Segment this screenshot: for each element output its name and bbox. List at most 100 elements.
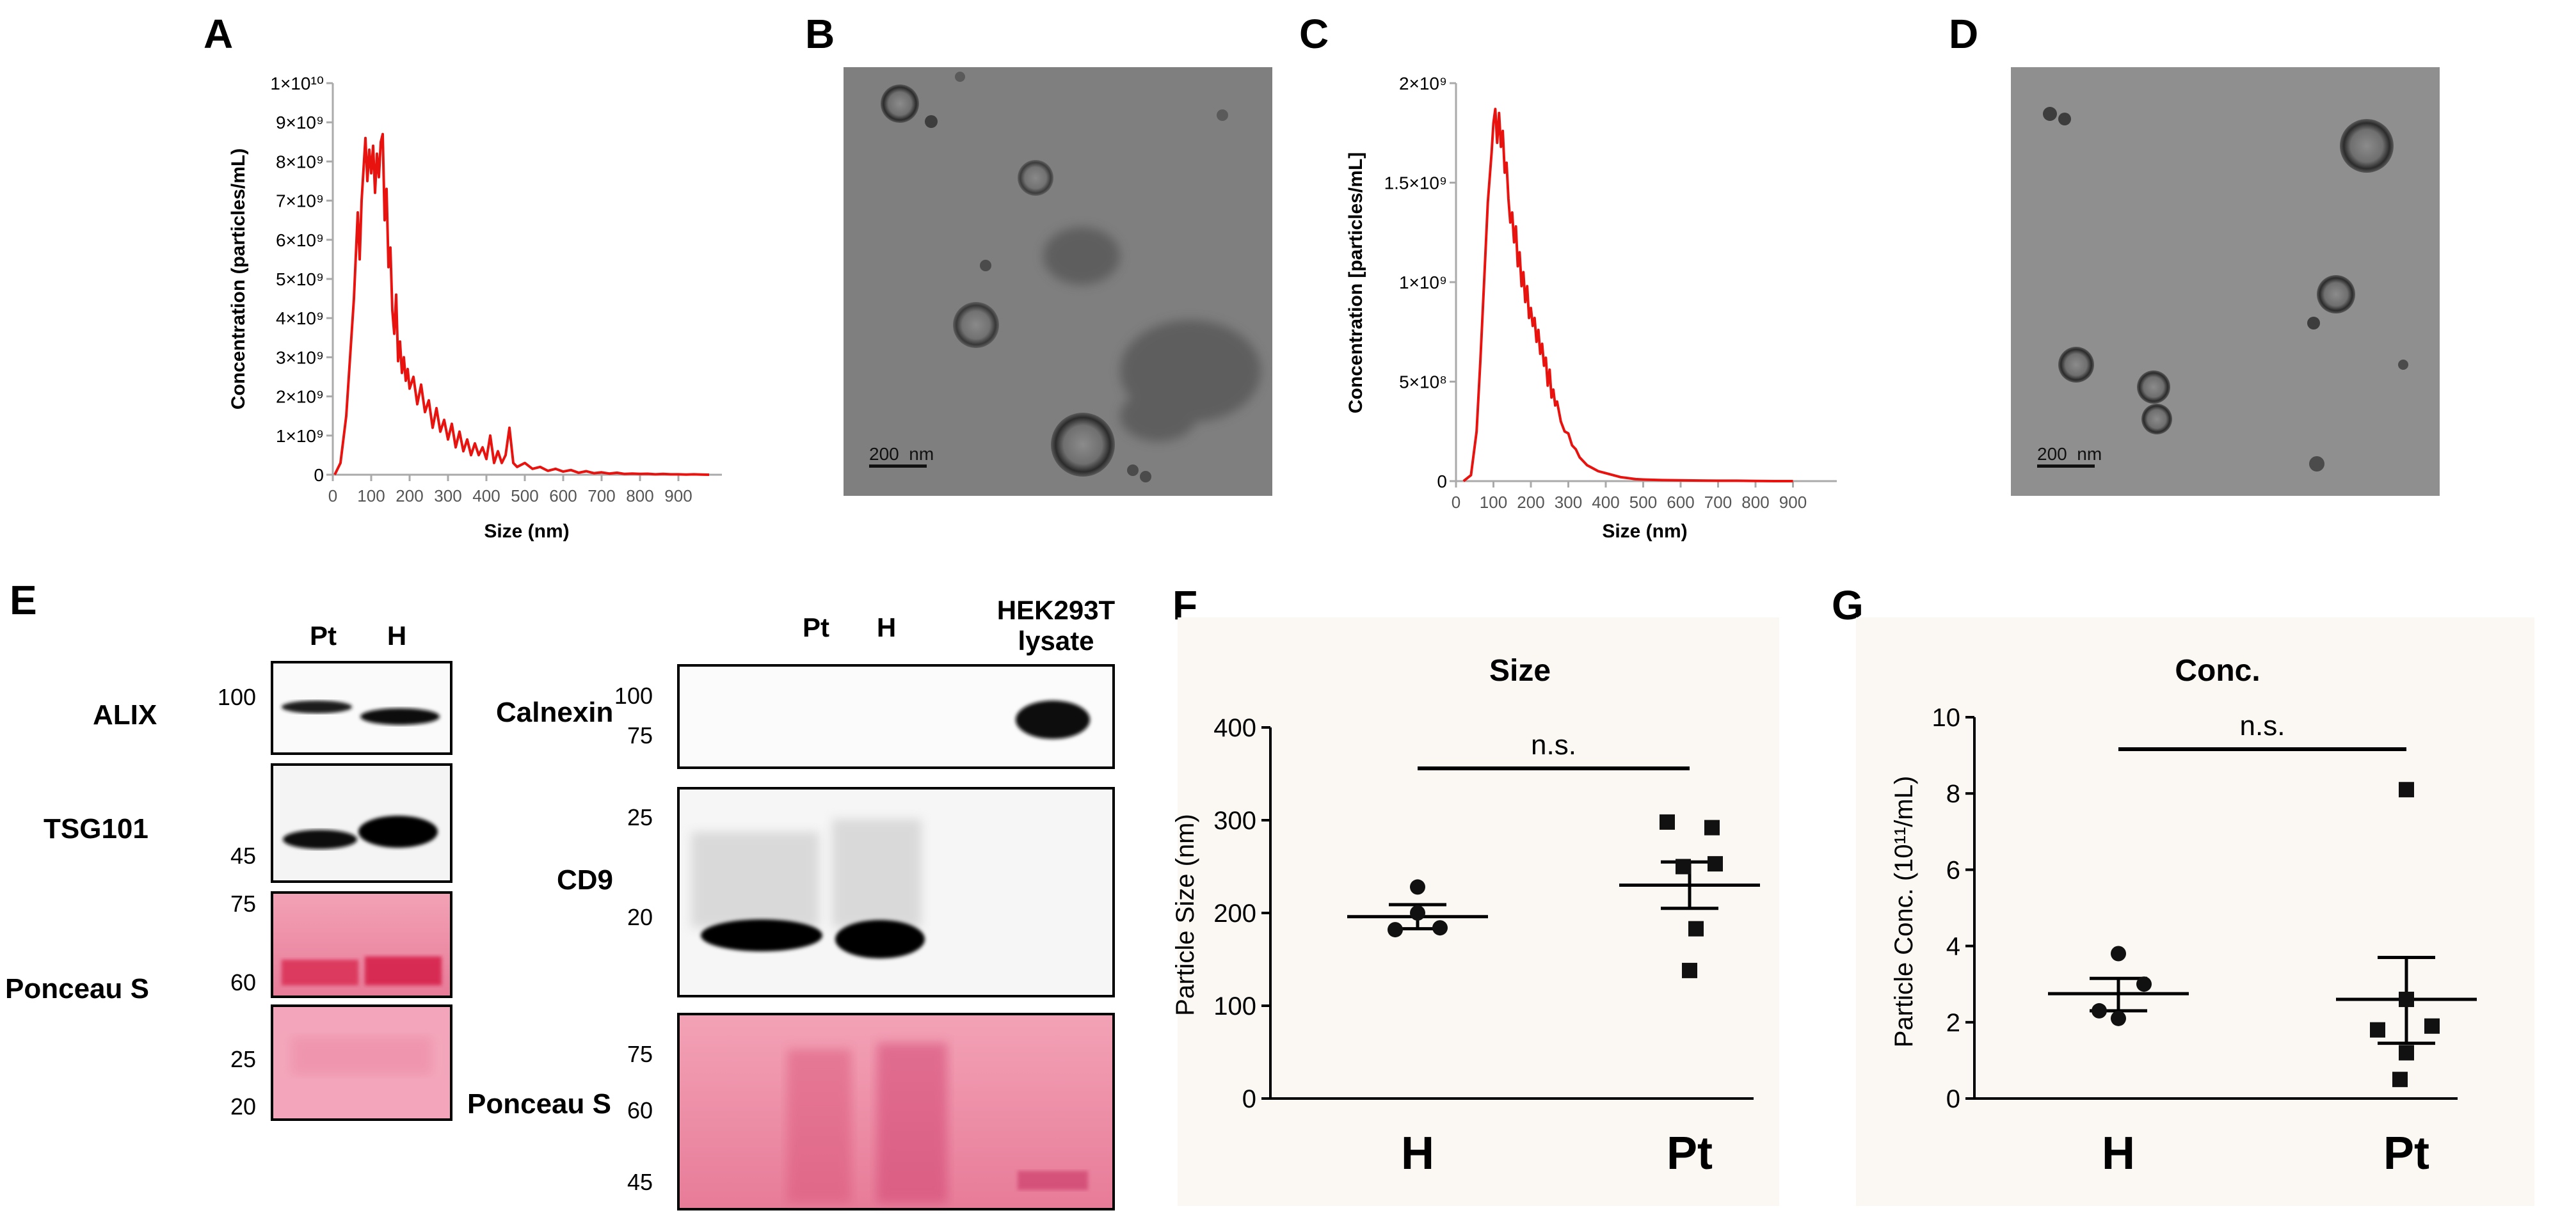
y-tick-label: 8 [1946,780,1960,808]
panel-letter-b: B [805,11,835,57]
x-tick-label: 400 [472,486,500,505]
lane-label-pt: Pt [803,612,829,642]
x-tick-label: 900 [664,486,692,505]
vesicle [881,84,919,123]
x-tick-label: 700 [1704,493,1732,512]
y-tick-label: 200 [1213,900,1256,928]
ponceau-stain-bottom [271,1004,452,1121]
data-point [1682,962,1697,978]
data-point [1410,905,1425,921]
vesicle [2307,317,2320,329]
lane-label-pt: Pt [310,621,337,651]
row-label-cd9: CD9 [557,864,613,896]
x-category-label: Pt [1667,1128,1713,1179]
y-tick-label: 0 [1437,472,1447,491]
blot-calnexin [677,664,1115,769]
y-axis-label: Concentration [particles/mL] [1345,152,1366,413]
blot-tsg101 [271,763,452,883]
x-tick-label: 300 [434,486,461,505]
y-tick-label: 1×10⁹ [1399,273,1447,292]
y-axis-label: Concentration (particles/mL) [228,148,249,409]
vesicle [2058,347,2094,383]
marker-label: 25 [230,1046,256,1072]
vesicle [2137,370,2170,404]
x-tick-label: 500 [511,486,538,505]
panel-f-chart: 0 100 200 300 400 H Pt n.s. [1213,714,1760,1179]
marker-label: 25 [627,804,653,830]
row-label-calnexin: Calnexin [496,697,613,728]
panel-g-chart: 0 2 4 6 8 10 H Pt n.s. [1932,704,2477,1179]
row-label-tsg101: TSG101 [44,813,148,845]
vesicle [1127,464,1139,476]
vesicle [2141,404,2172,434]
tem-micrograph-b: 200 nm [844,67,1272,496]
data-point [2136,976,2152,992]
chart-title: Size [1489,654,1551,688]
y-tick-label: 1.5×10⁹ [1384,173,1447,193]
scale-bar-label: 200 nm [2037,444,2102,464]
vesicle [953,302,999,348]
row-label-alix: ALIX [93,699,157,731]
x-tick-label: 500 [1629,493,1657,512]
panel-a-chart: Concentration (particles/mL) Size (nm) 0… [228,74,722,542]
y-tick-label: 0 [1946,1085,1960,1113]
vesicle [2398,360,2408,370]
data-point [2399,1045,2414,1061]
scale-bar [869,464,927,468]
panel-letter-a: A [204,11,233,57]
x-axis-label: Size (nm) [1602,521,1687,542]
y-tick-label: 1×10⁹ [276,426,324,446]
marker-label: 75 [627,1041,653,1067]
panel-letter-d: D [1949,11,1978,57]
panel-d: D 200 nm [1949,11,2440,496]
y-tick-label: 100 [1213,992,1256,1020]
vesicle [955,72,965,82]
y-axis-label: Particle Conc. (10¹¹/mL) [1890,776,1918,1048]
marker-label: 75 [627,722,653,749]
y-axis-label: Particle Size (nm) [1171,814,1199,1016]
scale-bar-label: 200 nm [869,444,934,464]
y-tick-label: 5×10⁹ [276,269,324,289]
data-point [1388,922,1403,938]
panel-letter-e: E [10,577,37,623]
y-tick-label: 400 [1213,714,1256,742]
vesicle [1140,471,1151,482]
x-tick-label: 600 [1667,493,1694,512]
data-point [2111,1010,2126,1026]
vesicle [925,115,938,128]
data-line [1462,107,1793,482]
marker-label: 100 [218,684,256,710]
y-tick-label: 2×10⁹ [276,387,324,407]
lane-label-lysate: lysate [1018,626,1094,656]
y-tick-label: 1×10¹⁰ [270,74,324,93]
marker-label: 60 [627,1097,653,1123]
x-category-label: H [2102,1128,2135,1179]
x-tick-label: 400 [1592,493,1619,512]
panel-c-chart: Concentration [particles/mL] Size (nm) 0… [1345,74,1837,542]
row-label-ponceau: Ponceau S [467,1088,611,1120]
data-point [1410,879,1425,895]
data-line [333,132,710,476]
data-point [1660,814,1675,830]
marker-label: 20 [627,904,653,930]
y-tick-label: 4×10⁹ [276,308,324,328]
x-tick-label: 200 [1517,493,1544,512]
data-point [2399,782,2414,798]
significance-label: n.s. [1531,729,1576,761]
data-point [1432,920,1448,936]
lane-label-h: H [387,621,406,651]
x-tick-label: 700 [588,486,615,505]
panel-letter-c: C [1299,11,1329,57]
x-tick-label: 200 [396,486,423,505]
tem-micrograph-d: 200 nm [2011,67,2440,496]
y-tick-label: 0 [314,465,324,485]
x-category-label: H [1401,1128,1434,1179]
y-tick-label: 5×10⁸ [1399,372,1447,392]
vesicle [2058,113,2071,125]
y-tick-label: 4 [1946,933,1960,961]
chart-title: Conc. [2175,654,2260,688]
data-point [2392,1072,2408,1088]
data-point [2399,992,2414,1008]
y-tick-label: 8×10⁹ [276,152,324,171]
y-tick-label: 6×10⁹ [276,230,324,250]
